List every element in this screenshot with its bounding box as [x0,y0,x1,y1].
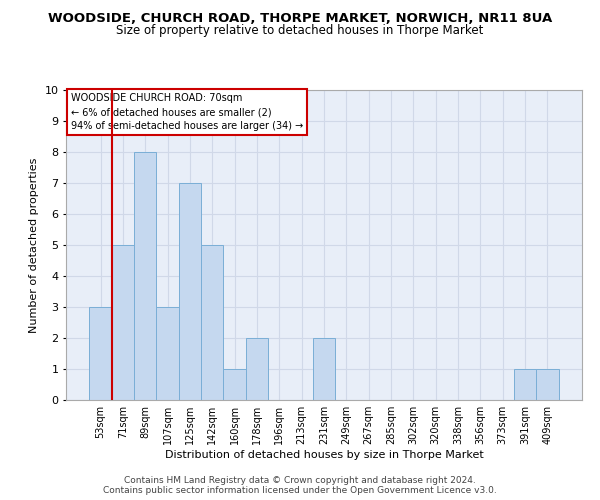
Bar [536,369,559,400]
Bar [157,307,179,400]
Text: Size of property relative to detached houses in Thorpe Market: Size of property relative to detached ho… [116,24,484,37]
Bar [246,338,268,400]
Bar [514,369,536,400]
Text: WOODSIDE CHURCH ROAD: 70sqm
← 6% of detached houses are smaller (2)
94% of semi-: WOODSIDE CHURCH ROAD: 70sqm ← 6% of deta… [71,93,304,131]
Bar [112,245,134,400]
Bar [313,338,335,400]
Text: Contains HM Land Registry data © Crown copyright and database right 2024.
Contai: Contains HM Land Registry data © Crown c… [103,476,497,495]
Bar [201,245,223,400]
Text: WOODSIDE, CHURCH ROAD, THORPE MARKET, NORWICH, NR11 8UA: WOODSIDE, CHURCH ROAD, THORPE MARKET, NO… [48,12,552,26]
Bar [89,307,112,400]
Bar [223,369,246,400]
Y-axis label: Number of detached properties: Number of detached properties [29,158,39,332]
X-axis label: Distribution of detached houses by size in Thorpe Market: Distribution of detached houses by size … [164,450,484,460]
Bar [134,152,157,400]
Bar [179,183,201,400]
